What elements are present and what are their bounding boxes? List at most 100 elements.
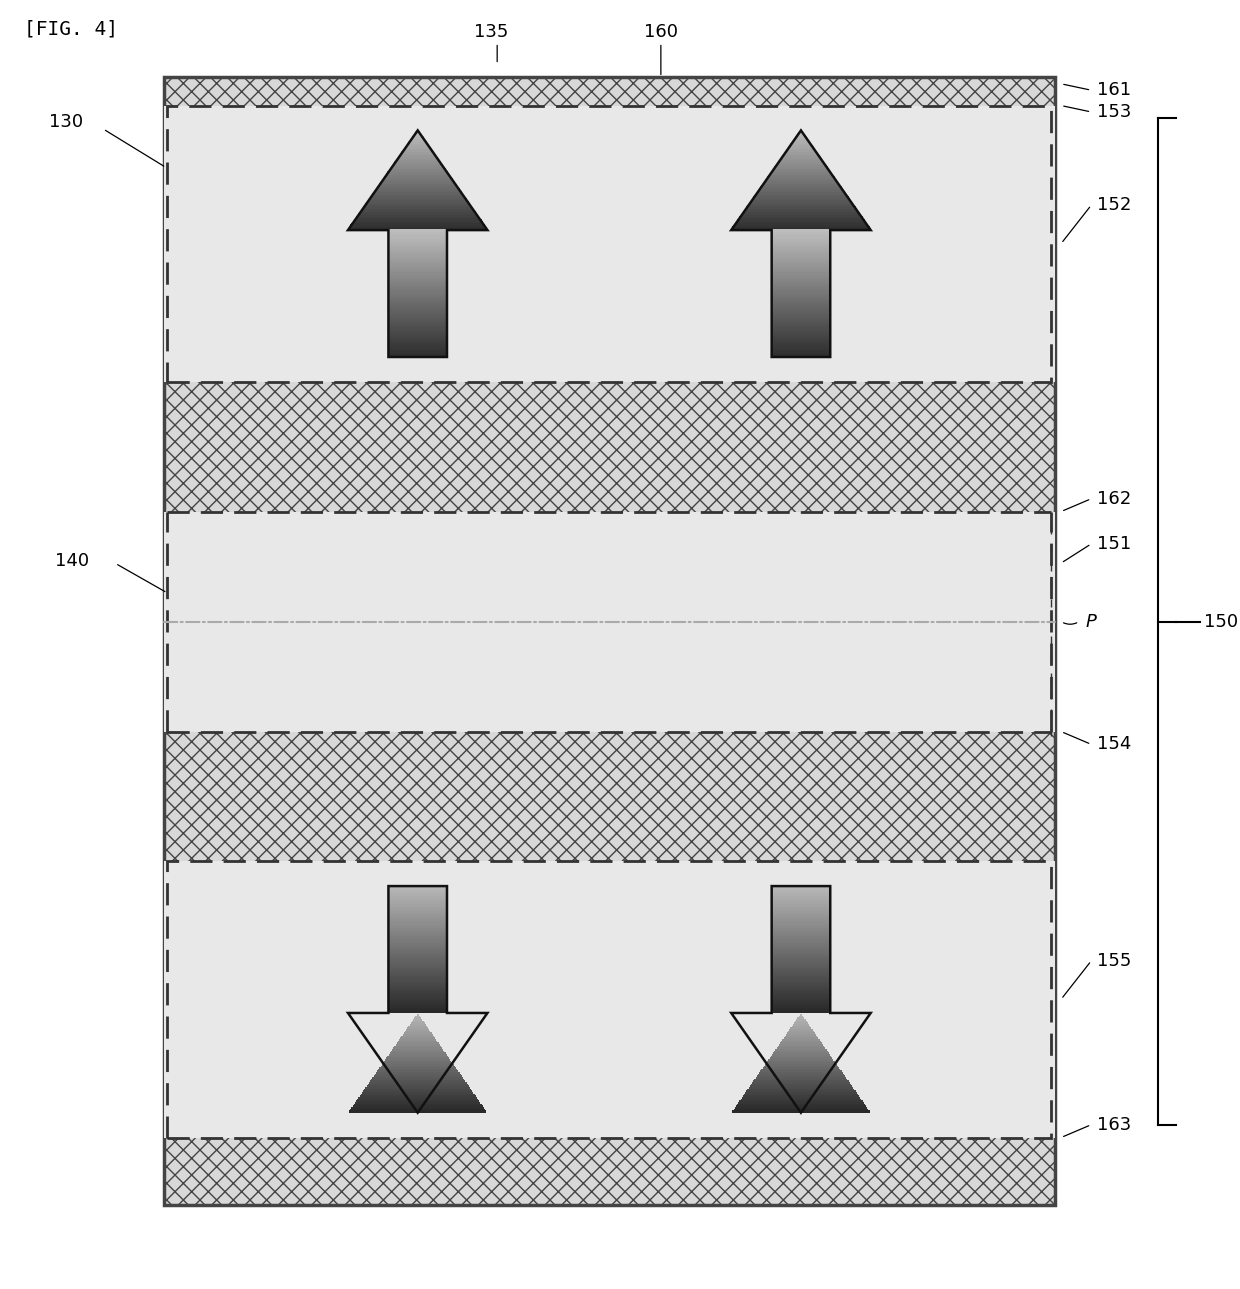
Bar bbox=[784, 1038, 818, 1039]
Bar bbox=[413, 1020, 423, 1021]
Bar bbox=[745, 1092, 857, 1094]
Bar bbox=[771, 968, 831, 971]
Bar bbox=[388, 342, 446, 344]
Bar bbox=[771, 322, 831, 325]
Bar bbox=[733, 1110, 869, 1112]
Bar bbox=[771, 171, 831, 174]
Bar bbox=[782, 1039, 820, 1042]
Bar bbox=[167, 861, 1052, 1138]
Bar bbox=[391, 1051, 444, 1053]
Bar bbox=[771, 1011, 831, 1013]
Bar bbox=[376, 188, 460, 191]
Bar bbox=[366, 202, 470, 205]
Bar bbox=[362, 208, 474, 210]
Bar bbox=[388, 892, 446, 895]
Bar bbox=[388, 929, 446, 933]
Bar bbox=[760, 186, 842, 188]
Bar bbox=[388, 982, 446, 986]
Bar bbox=[388, 998, 446, 1000]
Bar bbox=[388, 316, 446, 318]
Bar bbox=[403, 150, 433, 152]
Bar bbox=[771, 345, 831, 348]
Bar bbox=[800, 130, 802, 131]
Bar bbox=[771, 272, 831, 275]
Bar bbox=[790, 143, 811, 146]
Bar bbox=[408, 142, 427, 143]
Bar bbox=[749, 202, 853, 205]
Bar bbox=[388, 308, 446, 311]
Bar bbox=[415, 1016, 420, 1018]
Text: 152: 152 bbox=[1097, 196, 1132, 214]
Bar bbox=[771, 268, 831, 271]
Bar bbox=[771, 342, 831, 344]
Bar bbox=[771, 273, 831, 277]
Bar bbox=[388, 286, 446, 289]
Bar bbox=[746, 1090, 856, 1093]
Bar bbox=[774, 166, 827, 169]
Bar bbox=[771, 262, 831, 264]
Bar bbox=[771, 291, 831, 294]
Bar bbox=[777, 161, 825, 164]
Bar bbox=[412, 1021, 424, 1023]
Bar bbox=[789, 1031, 813, 1032]
Bar bbox=[367, 201, 469, 204]
Bar bbox=[414, 133, 422, 135]
Bar bbox=[790, 1027, 811, 1030]
Bar bbox=[771, 938, 831, 941]
Bar bbox=[771, 295, 831, 298]
Bar bbox=[352, 1106, 482, 1107]
Bar bbox=[743, 1096, 859, 1098]
Bar bbox=[379, 183, 456, 186]
Bar bbox=[771, 250, 831, 254]
Bar bbox=[370, 196, 465, 199]
Bar bbox=[784, 153, 818, 156]
Bar bbox=[373, 191, 461, 193]
Bar bbox=[351, 1107, 484, 1110]
Bar bbox=[355, 1102, 480, 1105]
Bar bbox=[388, 922, 446, 924]
Bar bbox=[771, 238, 831, 241]
Bar bbox=[388, 321, 446, 324]
Bar bbox=[760, 1070, 842, 1072]
Bar bbox=[771, 1002, 831, 1004]
Bar bbox=[374, 1074, 461, 1076]
Bar bbox=[401, 1038, 435, 1039]
Bar bbox=[759, 1072, 843, 1075]
Bar bbox=[389, 168, 445, 170]
Bar bbox=[771, 339, 831, 342]
Bar bbox=[771, 282, 831, 285]
Bar bbox=[388, 268, 446, 271]
Bar bbox=[775, 1049, 827, 1052]
Bar bbox=[787, 148, 815, 151]
Bar bbox=[771, 932, 831, 935]
Bar bbox=[750, 1085, 852, 1088]
Bar bbox=[766, 1062, 836, 1065]
Bar bbox=[391, 166, 444, 169]
Bar bbox=[786, 150, 816, 152]
Bar bbox=[790, 1029, 812, 1031]
Bar bbox=[388, 293, 446, 295]
Bar bbox=[388, 923, 446, 927]
Bar bbox=[771, 354, 831, 357]
Bar bbox=[388, 918, 446, 920]
Bar bbox=[388, 932, 446, 935]
Bar bbox=[388, 989, 446, 991]
Bar bbox=[388, 233, 446, 236]
Bar bbox=[388, 291, 446, 294]
Bar bbox=[754, 196, 848, 199]
Bar bbox=[771, 991, 831, 994]
Bar bbox=[765, 1063, 837, 1066]
Bar bbox=[795, 1021, 807, 1023]
Bar bbox=[388, 953, 446, 956]
Bar bbox=[388, 266, 446, 268]
Bar bbox=[362, 1092, 474, 1094]
Bar bbox=[388, 888, 446, 891]
Bar bbox=[355, 218, 480, 220]
Bar bbox=[745, 208, 857, 210]
Bar bbox=[771, 896, 831, 898]
Bar bbox=[412, 137, 424, 139]
Bar bbox=[776, 162, 826, 165]
Bar bbox=[358, 213, 477, 215]
Bar bbox=[398, 156, 438, 159]
Bar bbox=[361, 210, 475, 211]
